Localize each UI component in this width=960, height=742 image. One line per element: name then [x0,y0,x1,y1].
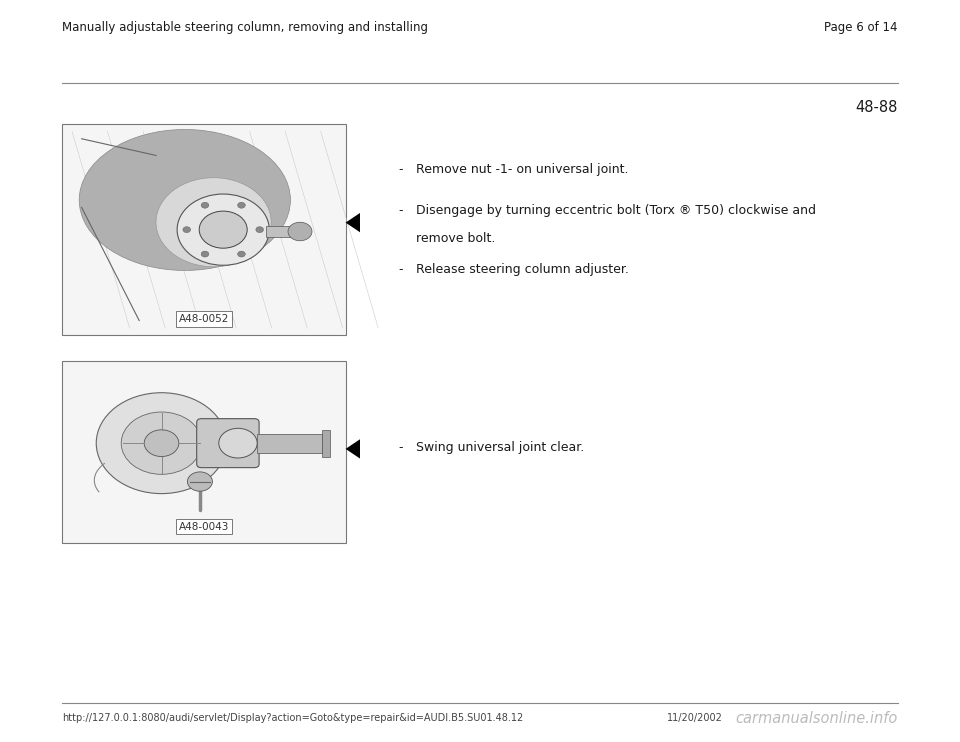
Text: carmanualsonline.info: carmanualsonline.info [735,711,898,726]
Circle shape [219,428,257,458]
Text: Release steering column adjuster.: Release steering column adjuster. [416,263,629,277]
Text: http://127.0.0.1:8080/audi/servlet/Display?action=Goto&type=repair&id=AUDI.B5.SU: http://127.0.0.1:8080/audi/servlet/Displ… [62,713,523,723]
Bar [257,433,323,453]
Text: A48-0052: A48-0052 [179,314,229,324]
Circle shape [96,393,227,493]
Circle shape [201,251,208,257]
Circle shape [182,227,190,233]
Ellipse shape [156,178,271,267]
Text: -: - [398,263,403,277]
Ellipse shape [80,129,290,270]
Bar [323,430,330,456]
Circle shape [255,227,263,233]
Text: 11/20/2002: 11/20/2002 [667,713,723,723]
Circle shape [238,203,246,209]
Circle shape [144,430,179,456]
FancyBboxPatch shape [197,418,259,467]
Circle shape [177,194,269,265]
Bar [266,226,300,237]
Text: A48-0043: A48-0043 [179,522,229,532]
Text: remove bolt.: remove bolt. [416,232,495,246]
Bar [62,361,346,543]
Text: Remove nut -1- on universal joint.: Remove nut -1- on universal joint. [416,163,628,177]
Text: -: - [398,441,403,455]
Circle shape [121,412,202,474]
Circle shape [288,222,312,240]
Circle shape [200,211,248,248]
Text: Swing universal joint clear.: Swing universal joint clear. [416,441,584,455]
Text: -: - [398,204,403,217]
Polygon shape [346,439,360,459]
Bar [62,124,346,335]
Text: -: - [398,163,403,177]
Text: Disengage by turning eccentric bolt (Torx ® T50) clockwise and: Disengage by turning eccentric bolt (Tor… [416,204,816,217]
Polygon shape [346,213,360,232]
Text: Manually adjustable steering column, removing and installing: Manually adjustable steering column, rem… [62,21,428,34]
Text: 48-88: 48-88 [855,100,898,115]
Circle shape [237,251,245,257]
Circle shape [187,472,212,491]
Circle shape [202,203,209,209]
Text: Page 6 of 14: Page 6 of 14 [824,21,898,34]
